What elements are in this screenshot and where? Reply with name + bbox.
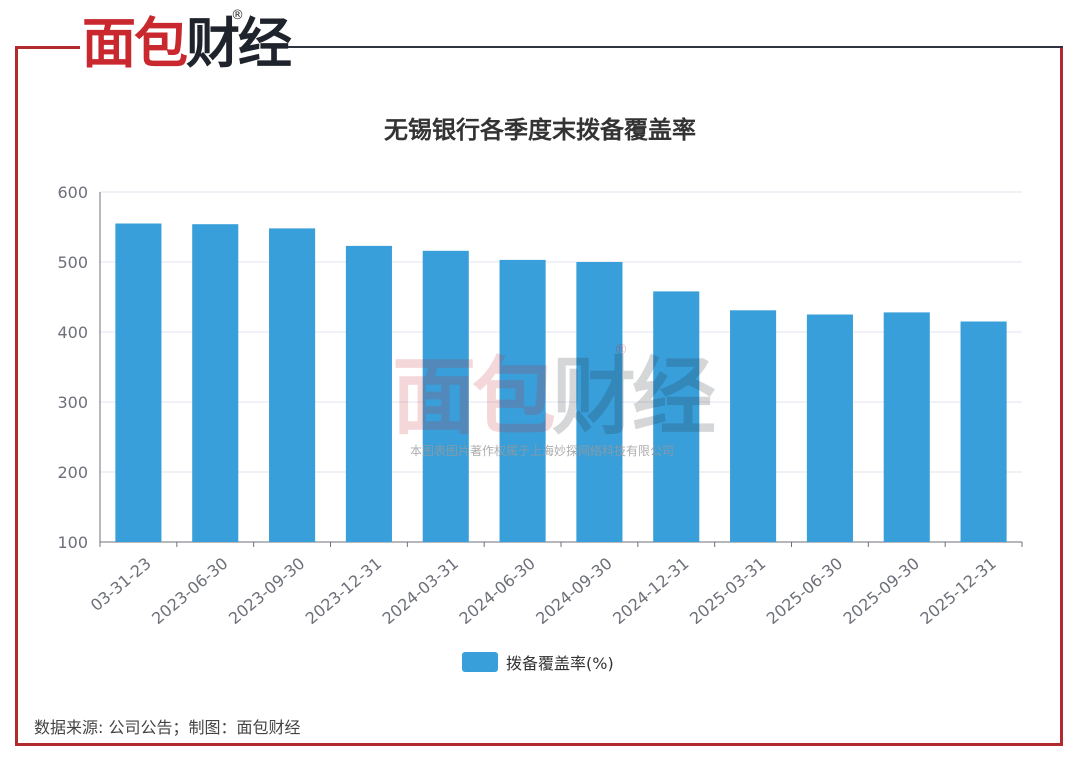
- chart-frame: [15, 46, 1063, 746]
- bar: [499, 259, 546, 542]
- bar: [115, 223, 162, 542]
- brand-logo-part2: 财经: [186, 12, 292, 75]
- y-tick-label: 400: [57, 323, 88, 342]
- frame-top-line: [285, 46, 1063, 48]
- y-tick-label: 100: [57, 533, 88, 552]
- x-tick-label: 2024-06-30: [455, 554, 538, 628]
- registered-mark: ®: [231, 8, 244, 23]
- x-tick-label: 2023-09-30: [225, 554, 308, 628]
- bar: [806, 314, 853, 542]
- legend-swatch: [462, 652, 498, 672]
- x-tick-label: 2024-12-31: [609, 554, 692, 628]
- x-tick-label: 2025-06-30: [763, 554, 846, 628]
- y-tick-label: 500: [57, 253, 88, 272]
- bar: [730, 310, 777, 542]
- bar: [653, 291, 700, 542]
- x-tick-label: 2023-06-30: [148, 554, 231, 628]
- frame-top-accent: [15, 46, 80, 49]
- x-tick-label: 2023-12-31: [302, 554, 385, 628]
- x-tick-label: 2024-09-30: [532, 554, 615, 628]
- y-tick-label: 300: [57, 393, 88, 412]
- bar: [576, 262, 623, 542]
- x-tick-label: 2024-03-31: [379, 554, 462, 628]
- bar: [422, 250, 469, 543]
- brand-logo: 面包财经: [82, 12, 292, 76]
- bar: [883, 312, 930, 542]
- chart-title: 无锡银行各季度末拨备覆盖率: [384, 116, 696, 144]
- x-tick-label: 2025-09-30: [840, 554, 923, 628]
- bar: [345, 245, 392, 542]
- chart-legend: 拨备覆盖率(%): [462, 650, 614, 674]
- y-tick-label: 200: [57, 463, 88, 482]
- x-tick-label: 03-31-23: [87, 554, 155, 615]
- source-note: 数据来源: 公司公告；制图：面包财经: [34, 718, 301, 737]
- brand-logo-part1: 面包: [82, 12, 188, 75]
- x-tick-label: 2025-03-31: [686, 554, 769, 628]
- bar: [269, 228, 316, 542]
- legend-label: 拨备覆盖率(%): [506, 654, 614, 673]
- x-tick-label: 2025-12-31: [916, 554, 999, 628]
- y-tick-label: 600: [57, 183, 88, 202]
- bar: [192, 224, 239, 542]
- bar: [960, 321, 1007, 542]
